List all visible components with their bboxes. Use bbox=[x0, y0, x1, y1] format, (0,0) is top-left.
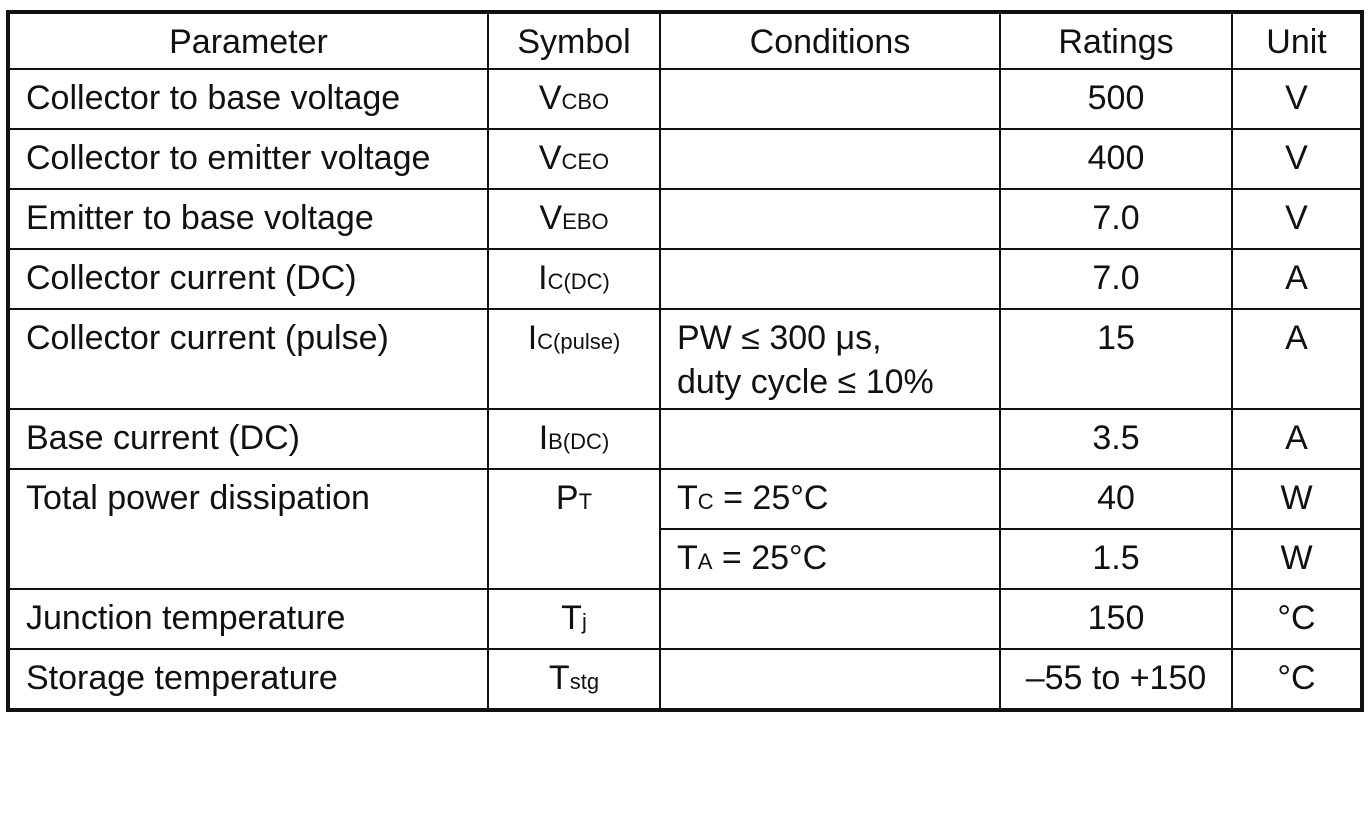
header-parameter: Parameter bbox=[7, 11, 489, 70]
table-row: Total power dissipation PT TC = 25°C 40 … bbox=[7, 468, 1363, 590]
symbol-cell: IB(DC) bbox=[487, 408, 661, 470]
parameter-cell: Base current (DC) bbox=[7, 408, 489, 470]
unit-cell: V bbox=[1231, 68, 1363, 130]
parameter-cell: Collector current (DC) bbox=[7, 248, 489, 310]
unit-cell: °C bbox=[1231, 588, 1363, 650]
symbol-cell: Tj bbox=[487, 588, 661, 650]
table-row: Storage temperature Tstg –55 to +150 °C bbox=[7, 648, 1363, 711]
unit-cell: A bbox=[1231, 248, 1363, 310]
parameter-cell: Collector to emitter voltage bbox=[7, 128, 489, 190]
unit-cell: W bbox=[1231, 528, 1363, 590]
table-row: Collector to base voltage VCBO 500 V bbox=[7, 68, 1363, 130]
conditions-cell bbox=[659, 248, 1001, 310]
conditions-cell bbox=[659, 68, 1001, 130]
condition-line: duty cycle ≤ 10% bbox=[677, 363, 934, 401]
symbol-cell: IC(DC) bbox=[487, 248, 661, 310]
conditions-cell: PW ≤ 300 μs, duty cycle ≤ 10% bbox=[659, 308, 1001, 410]
rating-cell: 15 bbox=[999, 308, 1233, 410]
absolute-maximum-ratings-table: Parameter Symbol Conditions Ratings Unit… bbox=[6, 10, 1364, 712]
parameter-cell: Collector current (pulse) bbox=[7, 308, 489, 410]
rating-cell: 7.0 bbox=[999, 248, 1233, 310]
header-symbol: Symbol bbox=[487, 11, 661, 70]
symbol-cell: VEBO bbox=[487, 188, 661, 250]
table-row: Emitter to base voltage VEBO 7.0 V bbox=[7, 188, 1363, 250]
rating-cell: –55 to +150 bbox=[999, 648, 1233, 711]
header-conditions: Conditions bbox=[659, 11, 1001, 70]
conditions-cell bbox=[659, 128, 1001, 190]
symbol-cell: VCEO bbox=[487, 128, 661, 190]
header-row: Parameter Symbol Conditions Ratings Unit bbox=[7, 11, 1363, 70]
symbol-cell: Tstg bbox=[487, 648, 661, 711]
table-row: Junction temperature Tj 150 °C bbox=[7, 588, 1363, 650]
table-row: Collector current (pulse) IC(pulse) PW ≤… bbox=[7, 308, 1363, 410]
table-row: TA = 25°C 1.5 W bbox=[8, 528, 1363, 590]
unit-cell: A bbox=[1231, 408, 1363, 470]
conditions-cell: TA = 25°C bbox=[659, 528, 1001, 590]
rating-cell: 400 bbox=[999, 128, 1233, 190]
table-row: Collector current (DC) IC(DC) 7.0 A bbox=[7, 248, 1363, 310]
unit-cell: V bbox=[1231, 188, 1363, 250]
rating-cell: 1.5 bbox=[999, 528, 1233, 590]
header-ratings: Ratings bbox=[999, 11, 1233, 70]
table-row: Collector to emitter voltage VCEO 400 V bbox=[7, 128, 1363, 190]
table-row: Base current (DC) IB(DC) 3.5 A bbox=[7, 408, 1363, 470]
unit-cell: A bbox=[1231, 308, 1363, 410]
condition-line: PW ≤ 300 μs, bbox=[677, 319, 882, 357]
parameter-cell: Junction temperature bbox=[7, 588, 489, 650]
conditions-cell bbox=[659, 408, 1001, 470]
unit-cell: °C bbox=[1231, 648, 1363, 711]
parameter-cell: Emitter to base voltage bbox=[7, 188, 489, 250]
conditions-cell bbox=[659, 588, 1001, 650]
rating-cell: 40 bbox=[999, 468, 1233, 530]
parameter-cell: Collector to base voltage bbox=[7, 68, 489, 130]
conditions-cell bbox=[659, 648, 1001, 711]
symbol-cell: VCBO bbox=[487, 68, 661, 130]
parameter-cell: Total power dissipation bbox=[7, 468, 489, 590]
unit-cell: V bbox=[1231, 128, 1363, 190]
parameter-cell: Storage temperature bbox=[7, 648, 489, 711]
conditions-cell bbox=[659, 188, 1001, 250]
rating-cell: 7.0 bbox=[999, 188, 1233, 250]
rating-cell: 3.5 bbox=[999, 408, 1233, 470]
header-unit: Unit bbox=[1231, 11, 1363, 70]
rating-cell: 500 bbox=[999, 68, 1233, 130]
unit-cell: W bbox=[1231, 468, 1363, 530]
symbol-cell: PT bbox=[487, 468, 661, 590]
conditions-cell: TC = 25°C bbox=[659, 468, 1001, 530]
symbol-cell: IC(pulse) bbox=[487, 308, 661, 410]
rating-cell: 150 bbox=[999, 588, 1233, 650]
